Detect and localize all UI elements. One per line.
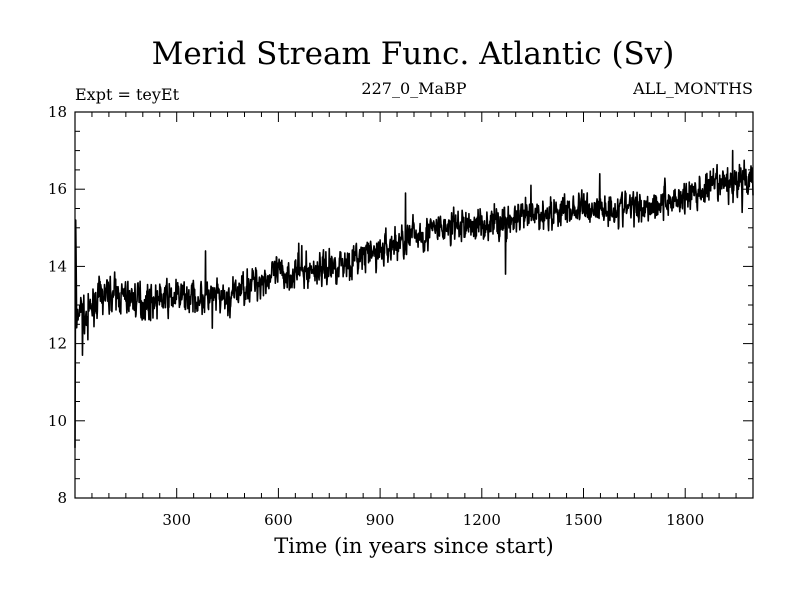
- x-tick-label: 300: [162, 511, 191, 529]
- y-tick-labels: 8 10 12 14 16 18: [48, 103, 67, 507]
- y-tick-label: 16: [48, 180, 67, 198]
- axis-ticks: [75, 112, 753, 498]
- y-tick-label: 12: [48, 335, 67, 353]
- y-tick-label: 8: [57, 489, 67, 507]
- x-tick-label: 600: [264, 511, 293, 529]
- x-tick-label: 1200: [463, 511, 501, 529]
- x-tick-labels: 300 600 900 1200 1500 1800: [162, 511, 704, 529]
- x-tick-label: 900: [366, 511, 395, 529]
- y-tick-label: 14: [48, 257, 67, 275]
- chart-title: Merid Stream Func. Atlantic (Sv): [152, 36, 675, 72]
- y-tick-label: 18: [48, 103, 67, 121]
- months-label: ALL_MONTHS: [632, 79, 753, 98]
- plot-frame: [74, 111, 754, 499]
- series-layer: [74, 149, 754, 448]
- y-tick-label: 10: [48, 412, 67, 430]
- x-tick-label: 1800: [666, 511, 704, 529]
- experiment-label: Expt = teyEt: [75, 85, 180, 104]
- run-label: 227_0_MaBP: [361, 79, 466, 98]
- x-tick-label: 1500: [564, 511, 602, 529]
- x-axis-label: Time (in years since start): [274, 534, 553, 558]
- series-line: [74, 149, 754, 448]
